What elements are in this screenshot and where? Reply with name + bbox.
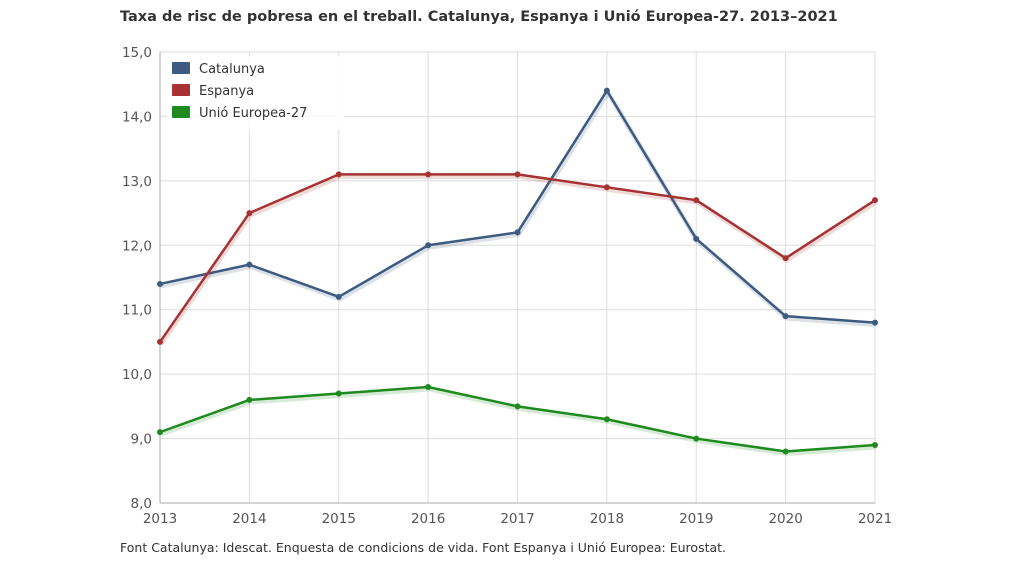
legend-label: Catalunya <box>199 62 265 77</box>
legend-swatch <box>172 106 190 118</box>
data-point <box>782 255 789 262</box>
y-tick-label: 10,0 <box>122 367 152 383</box>
y-tick-label: 9,0 <box>131 432 152 448</box>
data-point <box>693 235 700 242</box>
x-tick-label: 2016 <box>411 511 445 527</box>
data-point <box>157 280 163 287</box>
legend-background <box>166 56 344 130</box>
y-tick-label: 12,0 <box>122 238 152 254</box>
x-tick-label: 2021 <box>858 511 892 527</box>
y-tick-label: 14,0 <box>122 109 152 125</box>
data-point <box>603 184 610 191</box>
y-tick-label: 15,0 <box>122 45 152 61</box>
data-point <box>872 442 878 449</box>
x-tick-label: 2017 <box>500 511 534 527</box>
data-point <box>425 171 432 178</box>
series-group <box>157 87 878 456</box>
data-point <box>246 261 253 268</box>
data-point <box>335 171 342 178</box>
x-tick-label: 2019 <box>679 511 713 527</box>
data-point <box>514 171 521 178</box>
legend: Catalunya Espanya Unió Europea-27 <box>166 56 344 130</box>
legend-label: Espanya <box>199 84 254 99</box>
data-point <box>246 210 253 217</box>
axes: 8,0 9,0 10,0 11,0 12,0 13,0 14,0 15,0 2013 2014 20… <box>122 45 892 527</box>
x-tick-label: 2020 <box>768 511 802 527</box>
data-point <box>425 384 432 391</box>
data-point <box>782 313 789 320</box>
data-point <box>782 448 789 455</box>
data-point <box>603 416 610 423</box>
data-point <box>425 242 432 249</box>
data-point <box>603 87 610 94</box>
data-point <box>872 197 878 204</box>
legend-swatch <box>172 84 190 96</box>
data-point <box>514 403 521 410</box>
legend-label: Unió Europea-27 <box>199 106 307 121</box>
x-tick-label: 2015 <box>322 511 356 527</box>
source-note: Font Catalunya: Idescat. Enquesta de con… <box>120 540 727 555</box>
data-point <box>693 435 700 442</box>
y-tick-label: 13,0 <box>122 174 152 190</box>
x-tick-label: 2013 <box>143 511 177 527</box>
data-point <box>246 396 253 403</box>
chart-title: Taxa de risc de pobresa en el treball. C… <box>120 9 838 25</box>
series-shadow <box>158 173 878 346</box>
x-tick-label: 2014 <box>232 511 266 527</box>
y-tick-label: 11,0 <box>122 303 152 319</box>
data-point <box>514 229 521 236</box>
data-point <box>693 197 700 204</box>
x-tick-label: 2018 <box>590 511 624 527</box>
y-tick-label: 8,0 <box>131 496 152 512</box>
data-point <box>157 338 163 345</box>
legend-swatch <box>172 62 190 74</box>
data-point <box>872 319 878 326</box>
data-point <box>157 429 163 436</box>
data-point <box>335 390 342 397</box>
data-point <box>335 293 342 300</box>
